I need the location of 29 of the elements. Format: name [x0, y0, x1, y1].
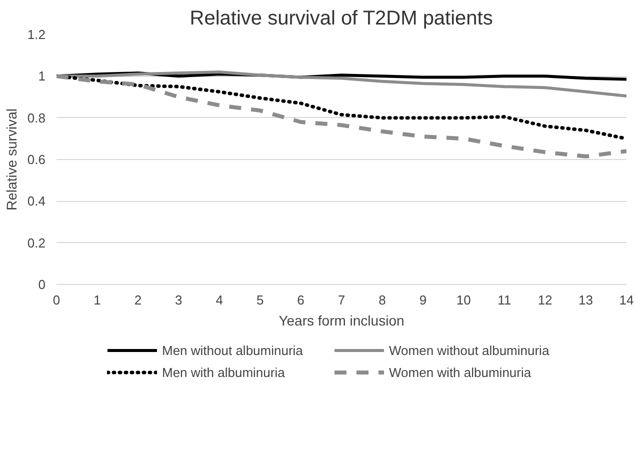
x-axis-title: Years form inclusion	[278, 312, 404, 328]
x-tick-label: 9	[419, 292, 427, 308]
x-tick-label: 11	[498, 292, 512, 308]
legend-label: Men with albuminuria	[162, 364, 286, 380]
y-tick-label: 0.8	[27, 110, 46, 126]
y-tick-label: 1	[38, 68, 46, 84]
x-tick-label: 8	[378, 292, 386, 308]
y-tick-label: 0.6	[27, 152, 46, 167]
x-tick-label: 0	[52, 292, 60, 308]
x-tick-label: 6	[297, 292, 304, 308]
y-tick-label: 0.4	[27, 194, 46, 209]
legend-label: Men without albuminuria	[162, 342, 304, 358]
y-axis-title: Relative survival	[3, 108, 20, 210]
legend-label: Women without albuminuria	[389, 342, 550, 358]
x-tick-label: 4	[216, 292, 223, 308]
legend-label: Women with albuminuria	[389, 364, 532, 380]
x-tick-label: 14	[619, 292, 634, 308]
x-tick-label: 13	[578, 292, 594, 308]
x-tick-label: 5	[256, 292, 264, 308]
x-tick-label: 12	[538, 292, 552, 308]
y-tick-label: 0	[38, 277, 46, 292]
y-tick-label: 1.2	[27, 27, 46, 42]
x-tick-label: 3	[175, 292, 182, 308]
x-tick-label: 2	[134, 292, 142, 308]
y-tick-label: 0.2	[27, 235, 46, 250]
x-tick-label: 1	[94, 292, 101, 308]
x-tick-label: 7	[338, 292, 346, 308]
chart-title: Relative survival of T2DM patients	[190, 8, 493, 30]
x-tick-label: 10	[456, 292, 471, 308]
